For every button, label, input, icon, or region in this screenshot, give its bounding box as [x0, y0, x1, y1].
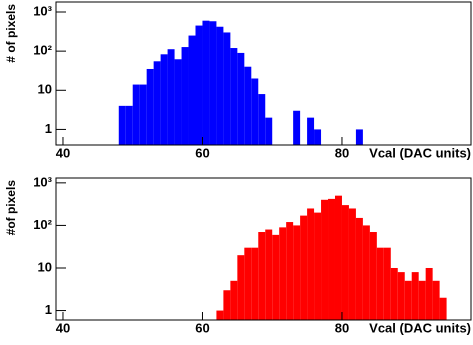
y-tick-label: 1 — [45, 121, 52, 136]
histogram-bar — [230, 48, 238, 145]
histogram-bar — [188, 35, 196, 145]
histogram-bar — [314, 129, 322, 145]
histogram-bar — [411, 272, 419, 320]
histogram-bar — [146, 68, 154, 145]
histogram-bar — [307, 117, 315, 145]
histogram-bar — [286, 222, 294, 320]
histogram-bar — [383, 247, 391, 320]
histogram-bar — [355, 217, 363, 320]
histogram-bar — [293, 110, 301, 145]
histogram-bar — [314, 212, 322, 320]
histogram-bar — [244, 66, 252, 145]
y-axis-label: #of pixels — [4, 180, 18, 236]
histogram-bar — [244, 247, 252, 320]
x-tick-label: 40 — [56, 320, 70, 335]
histogram-bar — [328, 198, 335, 320]
histogram-bar — [237, 255, 245, 320]
y-tick-label: 1 — [45, 302, 52, 317]
x-axis-label: Vcal (DAC units) — [369, 145, 471, 160]
histogram-bar — [216, 26, 224, 145]
histogram-bar — [376, 247, 384, 320]
histogram-bar — [223, 32, 231, 145]
histogram-bar — [321, 199, 329, 320]
plot-frame — [55, 1, 472, 146]
histogram-bar — [355, 129, 363, 145]
histogram-bar — [258, 94, 266, 145]
histogram-bar — [293, 225, 301, 320]
y-tick-label: 10³ — [33, 3, 52, 18]
y-tick-label: 10 — [38, 82, 52, 97]
histogram-bar — [348, 208, 356, 320]
x-tick-label: 60 — [195, 320, 209, 335]
histogram-bar — [223, 290, 231, 320]
histogram-bar — [265, 117, 273, 145]
histogram-bar — [334, 195, 342, 320]
histogram-bar — [160, 54, 168, 146]
histogram-bar — [202, 20, 210, 146]
y-tick-label: 10² — [33, 217, 52, 232]
y-axis-label: # of pixels — [4, 4, 18, 63]
histogram-bar — [167, 49, 175, 145]
histogram-bar — [174, 59, 182, 145]
histogram-bar — [307, 208, 315, 320]
histogram-bar — [362, 225, 370, 320]
histogram-bar — [216, 310, 224, 320]
histogram-bar — [118, 105, 126, 145]
histogram-bar — [425, 267, 433, 320]
histogram-bar — [251, 247, 259, 320]
histogram-bar — [272, 234, 280, 320]
histogram-bar — [404, 280, 412, 320]
histogram-bar — [369, 232, 377, 320]
histogram-bar — [418, 280, 426, 320]
histogram-bar — [439, 297, 447, 320]
histogram-bar — [153, 61, 161, 145]
histogram-bar — [397, 272, 405, 320]
histogram-bar — [209, 21, 217, 146]
x-tick-label: 80 — [335, 145, 349, 160]
histogram-bar — [230, 280, 238, 320]
histogram-bar — [279, 227, 287, 320]
x-tick-label: 80 — [335, 320, 349, 335]
histogram-bar — [341, 205, 349, 320]
x-axis-label: Vcal (DAC units) — [369, 320, 471, 335]
histogram-bar — [139, 84, 147, 145]
histogram-bar — [432, 280, 440, 320]
y-tick-label: 10³ — [33, 174, 52, 189]
y-tick-label: 10² — [33, 43, 52, 58]
histogram-bar — [195, 25, 203, 145]
x-tick-label: 60 — [195, 145, 209, 160]
x-tick-label: 40 — [56, 145, 70, 160]
histogram-bar — [132, 84, 140, 145]
histogram-bar — [181, 47, 189, 145]
y-tick-label: 10 — [38, 259, 52, 274]
histogram-bar — [300, 215, 308, 320]
histogram-bar — [251, 78, 259, 145]
histogram-bar — [258, 232, 266, 320]
histogram-bar — [265, 229, 273, 320]
plot-frame — [55, 177, 472, 321]
histogram-bar — [237, 52, 245, 146]
histogram-bar — [390, 267, 398, 320]
histogram-bar — [125, 105, 133, 145]
